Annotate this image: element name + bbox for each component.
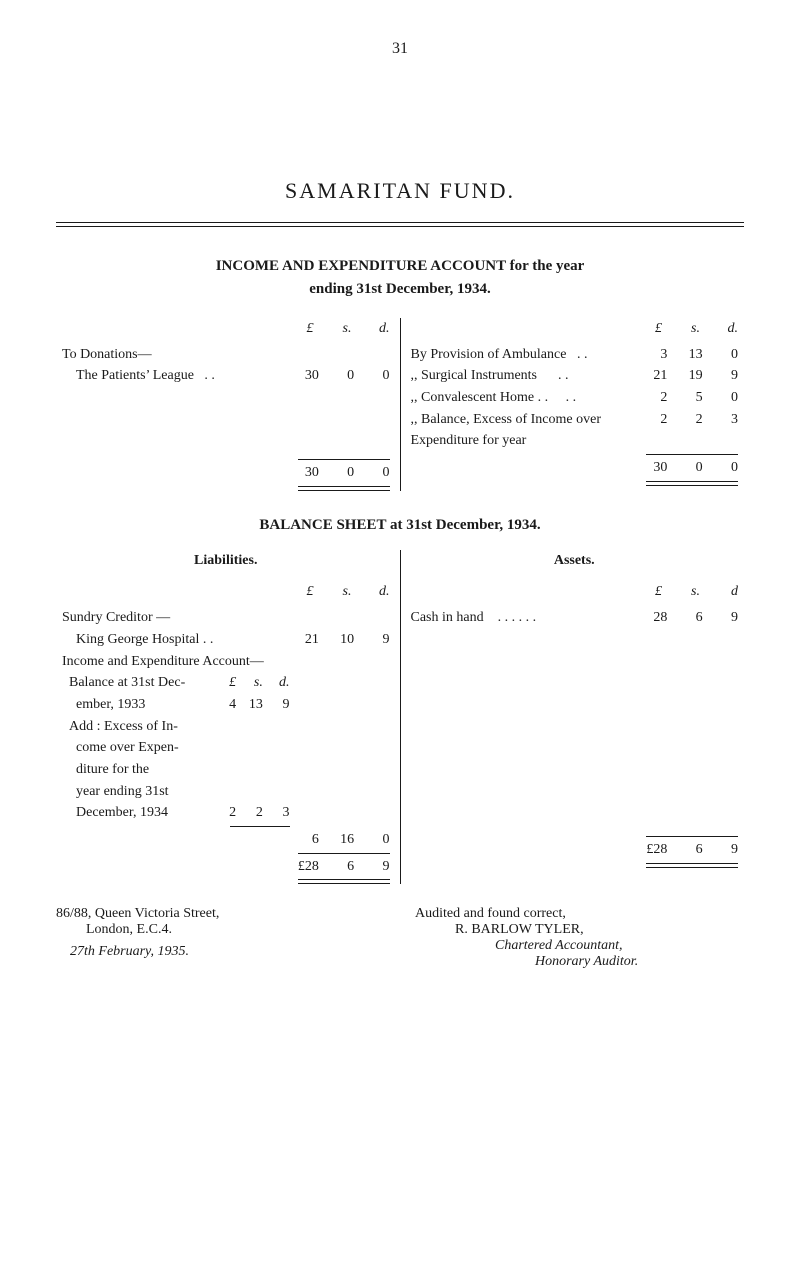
signature-date: 27th February, 1935. xyxy=(56,944,385,960)
income-right-double-rule xyxy=(646,481,738,486)
auditor-role2: Honorary Auditor. xyxy=(415,954,744,970)
sundry-creditor-label: Sundry Creditor — xyxy=(62,607,390,629)
convalescent-row: ,, Convalescent Home . . . . 250 xyxy=(411,387,739,409)
fund-title: SAMARITAN FUND. xyxy=(56,178,744,204)
income-left: £ s. d. To Donations— The Patients’ Leag… xyxy=(56,318,401,491)
balance-sheet: Liabilities. £ s. d. Sundry Creditor — K… xyxy=(56,550,744,885)
add-label-5-row: December, 1934 223 xyxy=(62,802,390,824)
liabilities-col: Liabilities. £ s. d. Sundry Creditor — K… xyxy=(56,550,401,885)
income-left-total: 30 0 0 xyxy=(298,462,390,484)
balance-sheet-heading: BALANCE SHEET at 31st December, 1934. xyxy=(56,517,744,534)
auditor-role1: Chartered Accountant, xyxy=(415,938,744,954)
auditor-name: R. BARLOW TYLER, xyxy=(415,922,744,938)
address-line1: 86/88, Queen Victoria Street, xyxy=(56,906,385,922)
lsd-header-right: £ s. d. xyxy=(411,318,739,340)
account-heading-line2: ending 31st December, 1934. xyxy=(309,281,491,297)
donations-row: The Patients’ League . . 30 0 0 xyxy=(62,365,390,387)
income-right-rule xyxy=(646,454,738,455)
income-left-double-rule xyxy=(298,486,390,491)
add-label-1: Add : Excess of In- xyxy=(62,716,390,738)
account-heading: INCOME AND EXPENDITURE ACCOUNT for the y… xyxy=(56,255,744,300)
assets-total-double-rule xyxy=(646,863,738,868)
bal-31dec-row2: ember, 1933 4139 xyxy=(62,694,390,716)
assets-lsd-head: £ s. d xyxy=(411,581,739,603)
inner-subtotal-rule xyxy=(230,826,290,827)
s-sym: s. xyxy=(328,318,352,340)
pound-sym: £ xyxy=(290,318,314,340)
liab-lsd-head: £ s. d. xyxy=(62,581,390,603)
assets-total-rule xyxy=(646,836,738,837)
add-label-3: diture for the xyxy=(62,759,390,781)
income-right-total-row: 3000 xyxy=(411,457,739,479)
liab-total-row: £2869 xyxy=(62,856,390,878)
king-george-row: King George Hospital . . 21109 xyxy=(62,629,390,651)
assets-total-row: £2869 xyxy=(411,839,739,861)
donations-line1: To Donations— xyxy=(62,344,390,366)
liab-total-rule xyxy=(298,853,390,854)
audited-line: Audited and found correct, xyxy=(415,906,744,922)
cash-row: Cash in hand . . . . . . 2869 xyxy=(411,607,739,629)
balance-excess-row: ,, Balance, Excess of Income over Expend… xyxy=(411,409,739,452)
signature-right: Audited and found correct, R. BARLOW TYL… xyxy=(385,906,744,970)
lsd-header-left: £ s. d. xyxy=(62,318,390,340)
assets-title: Assets. xyxy=(411,550,739,572)
income-statement: £ s. d. To Donations— The Patients’ Leag… xyxy=(56,318,744,491)
d-sym: d. xyxy=(366,318,390,340)
assets-col: Assets. £ s. d Cash in hand . . . . . . … xyxy=(401,550,745,885)
income-left-rule xyxy=(298,459,390,460)
page-number: 31 xyxy=(56,40,744,58)
income-left-total-row: 30 0 0 xyxy=(62,462,390,484)
account-heading-line1: INCOME AND EXPENDITURE ACCOUNT for the y… xyxy=(216,258,585,274)
liab-subtotal-row: 6160 xyxy=(62,829,390,851)
income-right: £ s. d. By Provision of Ambulance . . 31… xyxy=(401,318,745,491)
liab-total-double-rule xyxy=(298,879,390,884)
provision-row: By Provision of Ambulance . . 3130 xyxy=(411,344,739,366)
signature-left: 86/88, Queen Victoria Street, London, E.… xyxy=(56,906,385,970)
title-rule xyxy=(56,222,744,227)
bal-31dec-row1: Balance at 31st Dec- £s.d. xyxy=(62,672,390,694)
surgical-row: ,, Surgical Instruments . . 21199 xyxy=(411,365,739,387)
liabilities-title: Liabilities. xyxy=(62,550,390,572)
patients-league-label: The Patients’ League . . xyxy=(62,365,298,387)
add-label-2: come over Expen- xyxy=(62,737,390,759)
add-label-4: year ending 31st xyxy=(62,781,390,803)
signature-block: 86/88, Queen Victoria Street, London, E.… xyxy=(56,906,744,970)
income-account-label: Income and Expenditure Account— xyxy=(62,651,390,673)
address-line2: London, E.C.4. xyxy=(56,922,385,938)
patients-league-amount: 30 0 0 xyxy=(298,365,390,387)
page: 31 SAMARITAN FUND. INCOME AND EXPENDITUR… xyxy=(0,0,800,1287)
